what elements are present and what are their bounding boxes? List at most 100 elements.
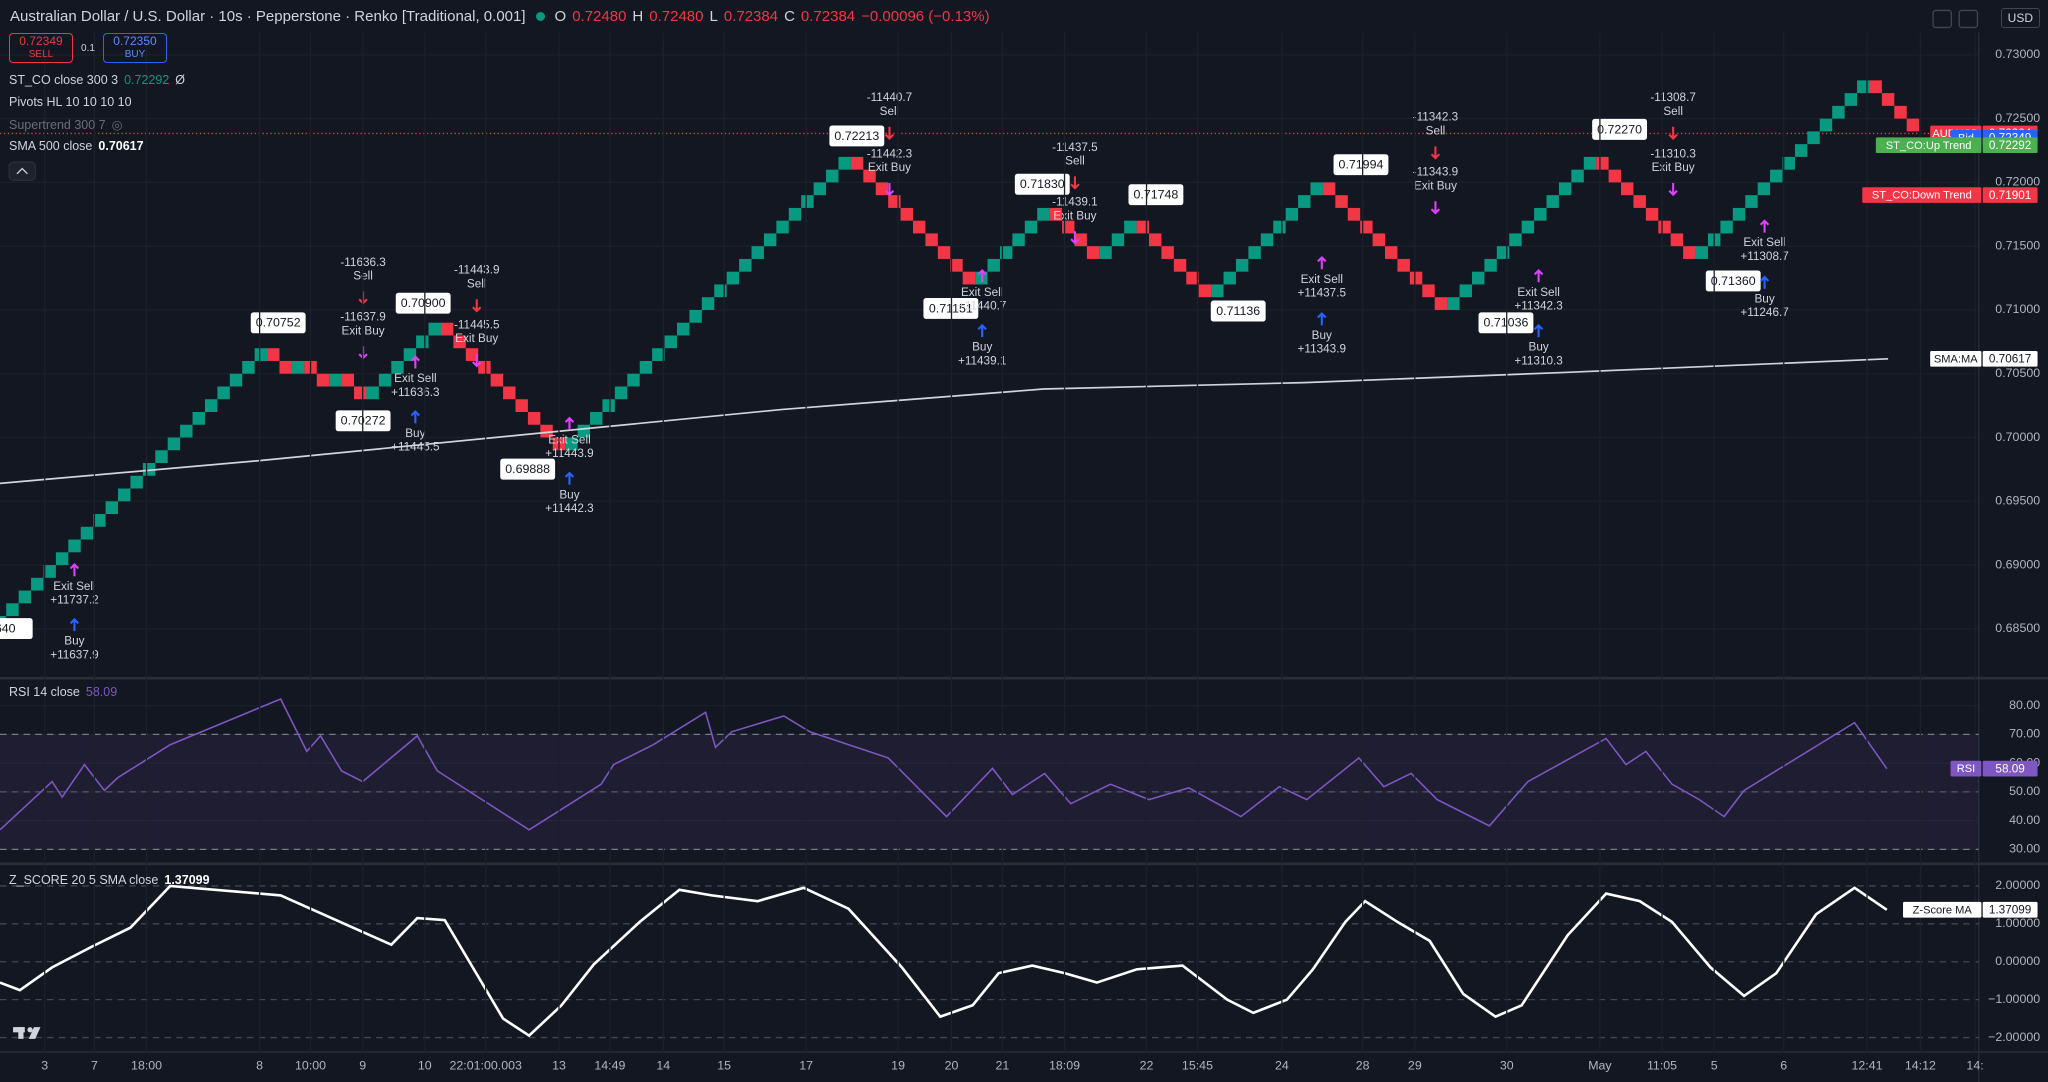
- pivot-label: 0.72270: [1597, 122, 1642, 136]
- signal-text: -11443.9: [454, 264, 500, 277]
- price-tag-value: 1.37099: [1989, 904, 2031, 917]
- renko-brick: [1235, 258, 1249, 272]
- y-tick-label: 0.70000: [1995, 430, 2040, 444]
- price-tag-value: 0.71901: [1989, 189, 2031, 202]
- ohlc-key: L: [709, 8, 718, 25]
- renko-brick: [1770, 169, 1783, 183]
- renko-brick: [118, 488, 131, 502]
- quantity: 0.1: [81, 42, 95, 54]
- renko-brick: [341, 373, 355, 387]
- renko-brick: [80, 526, 94, 540]
- renko-brick: [31, 577, 44, 591]
- renko-brick: [1347, 207, 1361, 221]
- signal-arrow: [69, 563, 80, 577]
- signal-text: Buy: [1528, 341, 1548, 354]
- signal-text: Exit Sell: [1301, 273, 1343, 286]
- y-tick-label: 80.00: [2009, 698, 2040, 712]
- renko-brick: [1869, 80, 1882, 94]
- signal-arrow: [1759, 275, 1770, 289]
- renko-brick: [1509, 233, 1522, 247]
- y-tick-label: 0.71000: [1995, 302, 2040, 316]
- renko-brick: [1397, 258, 1410, 272]
- renko-brick: [652, 348, 665, 361]
- pivot-label: 0.72213: [834, 129, 879, 143]
- legend-name: Supertrend 300 7: [9, 117, 106, 132]
- renko-brick: [55, 552, 69, 566]
- x-tick-label: 13: [552, 1059, 566, 1073]
- renko-brick: [1086, 246, 1100, 259]
- renko-brick: [1695, 246, 1708, 259]
- hidden-icon[interactable]: ◎: [111, 118, 123, 132]
- collapse-button[interactable]: [8, 161, 36, 181]
- ohlc-key: C: [784, 8, 795, 25]
- renko-brick: [1335, 195, 1348, 208]
- renko-brick: [1645, 207, 1659, 221]
- renko-brick: [440, 322, 454, 336]
- pivot-label-box: [829, 125, 885, 147]
- legend-value: 0.72292: [124, 73, 170, 87]
- sell-button[interactable]: 0.72349 SELL: [9, 33, 73, 63]
- renko-brick: [279, 360, 292, 374]
- signal-text: Sell: [880, 105, 900, 118]
- renko-brick: [739, 258, 752, 272]
- renko-brick: [43, 565, 56, 578]
- sell-label: SELL: [28, 49, 54, 60]
- y-tick-label: 70.00: [2009, 727, 2040, 741]
- renko-brick: [242, 360, 255, 374]
- renko-brick: [267, 348, 280, 361]
- signal-arrow: [1317, 255, 1327, 270]
- buy-button[interactable]: 0.72350 BUY: [103, 33, 167, 63]
- signal-text: Sell: [467, 277, 487, 290]
- pivot-label-box: [395, 292, 451, 314]
- signal-arrow: [564, 416, 575, 430]
- pivot-label: 0.71830: [1020, 177, 1065, 191]
- signal-text: Exit Sell: [53, 580, 95, 593]
- x-tick-label: 14: [656, 1059, 670, 1073]
- renko-brick: [602, 399, 615, 412]
- x-tick-label: 14:49: [594, 1059, 625, 1073]
- pivot-label: 0.71036: [1484, 316, 1529, 330]
- signal-text: Sell: [1065, 154, 1085, 167]
- symbol-title: Australian Dollar / U.S. Dollar · 10s · …: [10, 8, 526, 25]
- renko-brick: [503, 386, 516, 400]
- x-tick-label: 28: [1356, 1059, 1370, 1073]
- signal-arrow: [1668, 182, 1678, 197]
- x-tick-label: 10:00: [295, 1059, 326, 1073]
- renko-brick: [1894, 105, 1907, 119]
- signal-text: Exit Buy: [1652, 161, 1695, 174]
- price-tag: [1982, 137, 2038, 154]
- renko-brick: [1608, 169, 1622, 183]
- renko-brick: [788, 207, 802, 221]
- signal-text: -11308.7: [1650, 91, 1696, 104]
- renko-brick: [254, 348, 268, 361]
- legend-name: ST_CO close 300 3: [9, 73, 119, 87]
- renko-brick: [1298, 195, 1311, 208]
- renko-brick: [1558, 182, 1572, 196]
- x-tick-label: 24: [1275, 1059, 1289, 1073]
- rsi-pane: [0, 697, 1979, 851]
- signal-text: Buy: [405, 427, 425, 440]
- price-tag-name: Z-Score MA: [1913, 904, 1973, 916]
- renko-brick: [1111, 233, 1125, 247]
- top-right-icons[interactable]: [1932, 9, 1979, 29]
- renko-brick: [1583, 156, 1597, 170]
- legend-extra: Ø: [175, 73, 186, 87]
- legend-value: 1.37099: [164, 873, 210, 887]
- signal-text: +11636.3: [391, 386, 440, 399]
- y-tick-label: 40.00: [2009, 813, 2040, 827]
- signal-arrow: [884, 182, 895, 197]
- renko-brick: [1745, 195, 1758, 208]
- signal-text: Buy: [1754, 292, 1774, 305]
- renko-brick: [639, 360, 653, 374]
- renko-brick: [416, 335, 429, 349]
- y-tick-label: 0.73000: [1995, 47, 2040, 61]
- price-tag: [1982, 760, 2038, 777]
- y-tick-label: 50.00: [2009, 784, 2040, 798]
- renko-brick: [1720, 220, 1733, 234]
- renko-brick: [1621, 182, 1634, 196]
- currency-button[interactable]: USD: [2000, 8, 2040, 28]
- renko-brick: [6, 603, 19, 617]
- ohlc-key: O: [554, 8, 567, 25]
- y-tick-label: −2.00000: [1988, 1030, 2040, 1044]
- legend-value: 58.09: [85, 685, 118, 699]
